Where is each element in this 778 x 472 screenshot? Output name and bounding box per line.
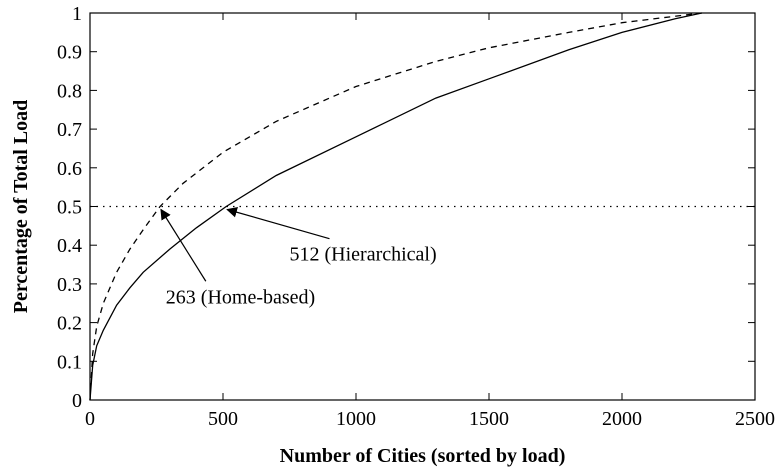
- annotation-arrow: [226, 206, 330, 240]
- y-tick-label: 0.6: [57, 158, 82, 180]
- annotation-label: 512 (Hierarchical): [290, 244, 437, 266]
- annotation-label: 263 (Home-based): [166, 286, 315, 308]
- x-tick-label: 0: [85, 408, 95, 430]
- y-tick-label: 0: [72, 390, 82, 412]
- y-tick-label: 0.4: [57, 235, 82, 257]
- annotation-layer: 263 (Home-based) 512 (Hierarchical): [160, 206, 437, 308]
- x-tick-label: 1500: [469, 408, 509, 430]
- x-tick-label: 2500: [735, 408, 775, 430]
- series-line-dashed: [89, 12, 702, 401]
- y-tick-label: 1: [72, 3, 82, 25]
- x-tick-label: 2000: [602, 408, 642, 430]
- y-tick-label: 0.9: [57, 42, 82, 64]
- series-layer: [89, 12, 755, 401]
- x-tick-label: 500: [208, 408, 238, 430]
- y-tick-label: 0.3: [57, 274, 82, 296]
- plot-frame: [89, 12, 756, 401]
- y-tick-label: 0.7: [57, 119, 82, 141]
- x-axis-title: Number of Cities (sorted by load): [280, 445, 566, 467]
- annotation-arrow: [160, 208, 207, 282]
- y-tick-label: 0.8: [57, 80, 82, 102]
- x-tick-label: 1000: [336, 408, 376, 430]
- series-line-solid: [89, 12, 702, 401]
- y-tick-label: 0.2: [57, 313, 82, 335]
- x-axis-ticks: 0 500 1000 1500 2000 2500: [85, 13, 775, 430]
- y-axis-title: Percentage of Total Load: [10, 100, 32, 314]
- y-tick-label: 0.1: [57, 351, 82, 373]
- y-tick-label: 0.5: [57, 197, 82, 219]
- y-axis-ticks: 0 0.1 0.2 0.3 0.4 0.5 0.6 0.7 0.8 0.9 1: [57, 3, 755, 412]
